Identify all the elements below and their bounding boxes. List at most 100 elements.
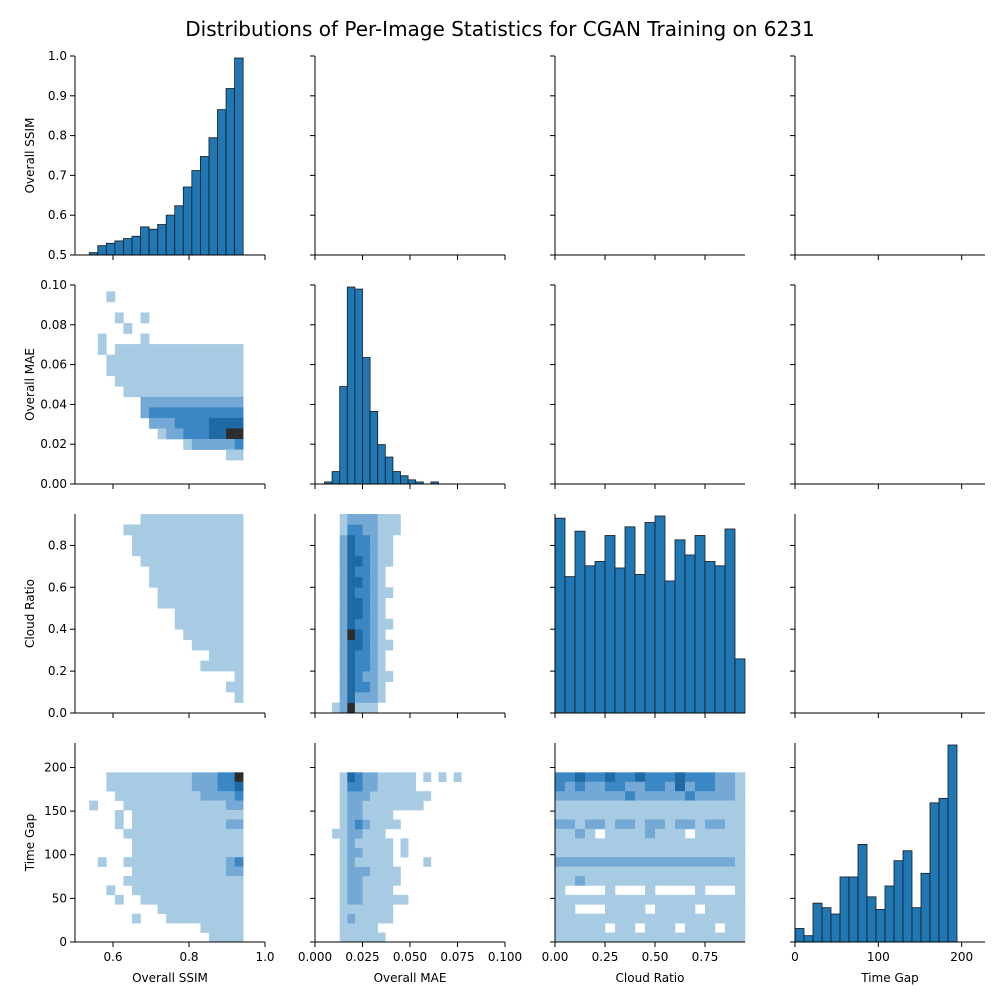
heatmap-cell [234, 904, 244, 915]
heatmap-cell [377, 819, 386, 830]
heatmap-cell [385, 618, 394, 630]
heatmap-cell [595, 876, 606, 886]
heatmap-cell [226, 838, 235, 849]
heatmap-cell [605, 819, 616, 830]
heatmap-cell [191, 791, 201, 801]
heatmap-cell [362, 913, 371, 924]
heatmap-cell [665, 772, 676, 783]
heatmap-cell [408, 781, 416, 792]
heatmap-cell [362, 819, 371, 830]
heatmap-cell [149, 819, 158, 830]
heatmap-cell [174, 587, 184, 599]
heatmap-cell [200, 566, 210, 578]
hist-bar [199, 156, 210, 256]
hist-bar [911, 907, 922, 943]
heatmap-cell [555, 894, 566, 905]
heatmap-cell [149, 866, 158, 877]
heatmap-cell [655, 857, 666, 867]
heatmap-cell [339, 876, 348, 886]
hist-bar [157, 224, 167, 256]
heatmap-cell [347, 576, 356, 588]
heatmap-cell [191, 386, 201, 398]
heatmap-cell [123, 828, 133, 839]
heatmap-cell [385, 791, 394, 801]
hist-bar [97, 245, 107, 256]
heatmap-cell [97, 344, 107, 355]
heatmap-cell [362, 576, 371, 588]
heatmap-cell [114, 810, 124, 820]
heatmap-cell [191, 354, 201, 366]
heatmap-cell [635, 819, 646, 830]
heatmap-cell [675, 800, 686, 811]
heatmap-cell [354, 692, 363, 703]
heatmap-cell [655, 847, 666, 858]
heatmap-cell [385, 838, 394, 849]
heatmap-cell [385, 885, 394, 896]
heatmap-cell [132, 847, 141, 858]
heatmap-cell [595, 866, 606, 877]
heatmap-cell [234, 344, 244, 355]
hist-bar [920, 872, 931, 943]
panel-2-3 [790, 514, 985, 718]
heatmap-cell [555, 810, 566, 820]
heatmap-cell [234, 375, 244, 387]
heatmap-cell [208, 618, 218, 630]
heatmap-cell [208, 428, 218, 440]
heatmap-cell [615, 828, 626, 839]
heatmap-cell [575, 800, 586, 811]
heatmap-cell [166, 344, 176, 355]
heatmap-cell [675, 847, 686, 858]
heatmap-cell [226, 449, 235, 461]
heatmap-cell [234, 671, 244, 682]
heatmap-cell [392, 524, 401, 536]
heatmap-cell [377, 800, 386, 811]
heatmap-cell [585, 810, 596, 820]
heatmap-cell [200, 407, 210, 419]
heatmap-cell [400, 838, 409, 849]
heatmap-cell [234, 857, 244, 867]
hist-bar [331, 471, 341, 485]
heatmap-cell [715, 904, 726, 915]
heatmap-cell [217, 555, 227, 567]
hist-bar [803, 935, 814, 943]
heatmap-cell [715, 819, 726, 830]
heatmap-cell [200, 923, 210, 933]
heatmap-cell [377, 671, 386, 682]
hist-bar [584, 565, 596, 714]
heatmap-cell [132, 375, 141, 387]
hist-bar [191, 170, 201, 256]
heatmap-cell [362, 524, 371, 536]
heatmap-cell [655, 772, 666, 783]
heatmap-cell [157, 386, 167, 398]
heatmap-cell [339, 608, 348, 620]
y-tick-label: 0.8 [48, 129, 67, 143]
heatmap-cell [191, 407, 201, 419]
heatmap-cell [354, 629, 363, 640]
heatmap-cell [208, 781, 218, 792]
heatmap-cell [354, 702, 363, 714]
heatmap-cell [705, 857, 716, 867]
heatmap-cell [140, 386, 150, 398]
heatmap-cell [157, 781, 167, 792]
heatmap-cell [217, 800, 227, 811]
heatmap-cell [665, 828, 676, 839]
x-tick-label: 0.050 [393, 950, 427, 964]
heatmap-cell [226, 597, 235, 609]
heatmap-cell [385, 819, 394, 830]
heatmap-cell [377, 913, 386, 924]
heatmap-cell [347, 514, 356, 525]
heatmap-cell [157, 810, 167, 820]
heatmap-cell [157, 876, 167, 886]
heatmap-cell [615, 819, 626, 830]
heatmap-cell [385, 545, 394, 557]
heatmap-cell [645, 810, 656, 820]
heatmap-cell [715, 800, 726, 811]
heatmap-cell [191, 629, 201, 640]
heatmap-cell [605, 913, 616, 924]
heatmap-cell [166, 791, 176, 801]
y-tick-label: 150 [44, 804, 67, 818]
heatmap-cell [183, 365, 193, 377]
heatmap-cell [615, 810, 626, 820]
heatmap-cell [183, 847, 193, 858]
heatmap-cell [114, 819, 124, 830]
